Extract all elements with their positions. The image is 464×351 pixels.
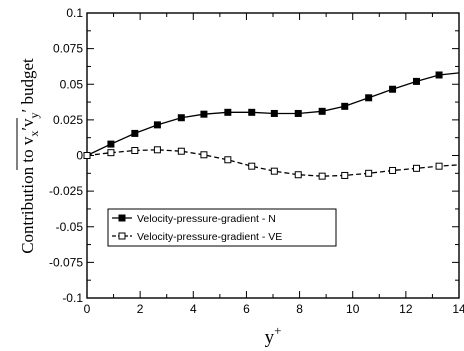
y-tick-label: 0.1 <box>66 6 83 20</box>
y-axis-title-var2: v <box>18 118 37 127</box>
data-point <box>435 162 443 170</box>
x-axis-title-var: y <box>265 327 275 348</box>
data-point <box>248 108 256 116</box>
data-point <box>153 121 161 129</box>
y-tick-label: -0.05 <box>56 220 84 234</box>
y-tick-label: 0 <box>76 149 83 163</box>
data-point <box>83 152 91 159</box>
x-axis-title: y+ <box>265 323 282 348</box>
x-tick-label: 10 <box>346 302 360 316</box>
data-point <box>365 169 373 177</box>
data-point <box>200 110 208 118</box>
y-tick-label: -0.025 <box>49 184 83 198</box>
data-point <box>224 108 232 116</box>
series-1 <box>83 71 460 159</box>
data-point <box>107 149 115 157</box>
x-tick-label: 14 <box>452 302 464 316</box>
legend-marker <box>118 232 126 240</box>
x-tick-label: 0 <box>84 302 91 316</box>
data-point <box>200 151 208 159</box>
legend-box <box>107 208 337 247</box>
legend-entry: Velocity-pressure-gradient - VE <box>112 231 282 243</box>
data-point <box>270 167 278 175</box>
data-point <box>294 171 302 179</box>
data-point <box>107 140 115 148</box>
y-axis-title-var1: v <box>18 136 37 145</box>
y-tick-label: 0.05 <box>60 77 84 91</box>
y-tick-label: -0.075 <box>49 255 83 269</box>
data-point <box>435 71 443 79</box>
legend-entries: Velocity-pressure-gradient - N Velocity-p… <box>112 213 282 243</box>
data-point <box>224 156 232 164</box>
x-tick-label: 8 <box>296 302 303 316</box>
data-point <box>389 166 397 174</box>
y-axis-title-sub2: y <box>27 112 41 118</box>
data-point <box>131 129 139 137</box>
data-point <box>341 171 349 179</box>
data-point <box>412 77 420 85</box>
x-tick-label: 4 <box>190 302 197 316</box>
legend-label: Velocity-pressure-gradient - VE <box>137 231 282 243</box>
plot-frame <box>86 12 460 299</box>
x-tick-label: 2 <box>137 302 144 316</box>
data-point <box>389 85 397 93</box>
y-tick-label: 0.025 <box>53 113 83 127</box>
legend-marker <box>118 214 126 222</box>
x-tick-label: 12 <box>399 302 413 316</box>
series-2 <box>83 146 460 180</box>
series-layer <box>83 71 460 180</box>
data-point <box>177 114 185 122</box>
data-point <box>318 172 326 180</box>
data-point <box>412 164 420 172</box>
data-point <box>177 147 185 155</box>
data-point <box>365 94 373 102</box>
legend: Velocity-pressure-gradient - N Velocity-p… <box>107 208 337 247</box>
data-point <box>294 109 302 117</box>
x-axis-title-superscript: + <box>274 323 281 338</box>
x-axis-ticks: 0 2 4 6 8 10 12 14 <box>84 13 464 316</box>
y-axis-title-suffix: budget <box>18 58 37 109</box>
y-axis-title-prime1: ′ <box>18 127 37 131</box>
data-point <box>131 147 139 155</box>
legend-label: Velocity-pressure-gradient - N <box>137 213 276 225</box>
data-point <box>153 146 161 154</box>
y-tick-label: -0.1 <box>62 291 83 305</box>
y-axis-title-prime2: ′ <box>18 109 37 113</box>
data-point <box>248 162 256 170</box>
x-tick-label: 6 <box>243 302 250 316</box>
series-line <box>86 149 460 177</box>
y-axis-title: Contribution to vx′vy′ budget <box>18 58 41 254</box>
data-point <box>270 109 278 117</box>
y-axis-title-sub1: x <box>27 131 41 137</box>
data-point <box>318 107 326 115</box>
y-axis-title-prefix: Contribution to <box>18 145 37 254</box>
y-tick-label: 0.075 <box>53 42 83 56</box>
legend-entry: Velocity-pressure-gradient - N <box>112 213 276 225</box>
data-point <box>341 102 349 110</box>
